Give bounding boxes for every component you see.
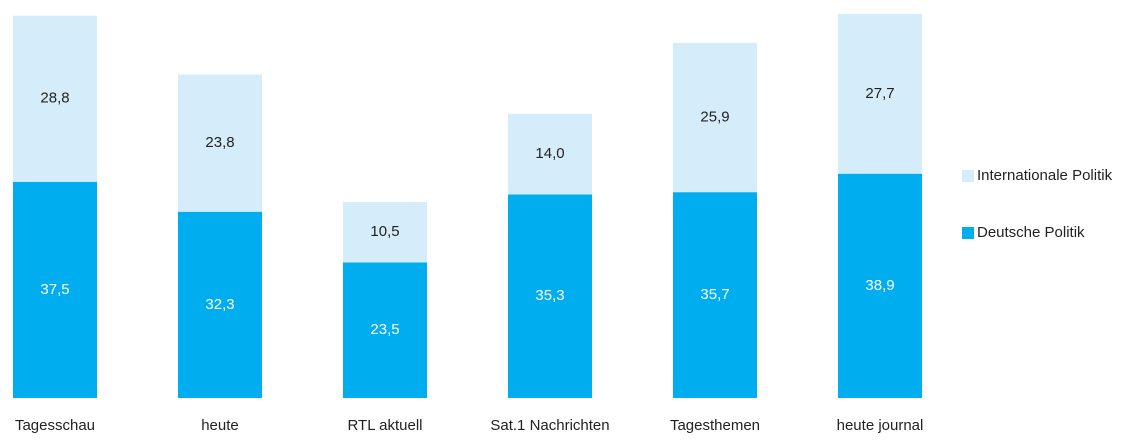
- legend-label: Deutsche Politik: [977, 224, 1085, 241]
- bar-segment: [838, 173, 922, 398]
- value-label: 10,5: [370, 223, 399, 240]
- x-tick-label: Sat.1 Nachrichten: [490, 417, 609, 434]
- bar-segment: [508, 113, 592, 195]
- value-label: 23,5: [370, 321, 399, 338]
- value-label: 35,7: [700, 286, 729, 303]
- bar-segment: [673, 192, 757, 398]
- value-label: 23,8: [205, 134, 234, 151]
- x-tick-label: Tagesschau: [15, 417, 95, 434]
- value-label: 25,9: [700, 108, 729, 125]
- x-tick-label: RTL aktuell: [347, 417, 422, 434]
- bar-segment: [838, 14, 922, 174]
- bar-segment: [508, 194, 592, 398]
- bar-segment: [343, 201, 427, 263]
- value-label: 28,8: [40, 90, 69, 107]
- x-tick-label: Tagesthemen: [670, 417, 760, 434]
- bar-segment: [673, 42, 757, 193]
- bar-segment: [13, 15, 97, 182]
- value-label: 14,0: [535, 145, 564, 162]
- x-tick-label: heute: [201, 417, 239, 434]
- legend-swatch: [962, 227, 974, 239]
- value-label: 35,3: [535, 287, 564, 304]
- bar-segment: [178, 211, 262, 398]
- bar-segment: [343, 262, 427, 398]
- value-label: 32,3: [205, 296, 234, 313]
- value-label: 27,7: [865, 85, 894, 102]
- legend-swatch: [962, 170, 974, 182]
- legend-label: Internationale Politik: [977, 167, 1113, 184]
- bar-segment: [13, 181, 97, 398]
- bar-segment: [178, 74, 262, 212]
- x-tick-label: heute journal: [837, 417, 924, 434]
- value-label: 37,5: [40, 281, 69, 298]
- value-label: 38,9: [865, 277, 894, 294]
